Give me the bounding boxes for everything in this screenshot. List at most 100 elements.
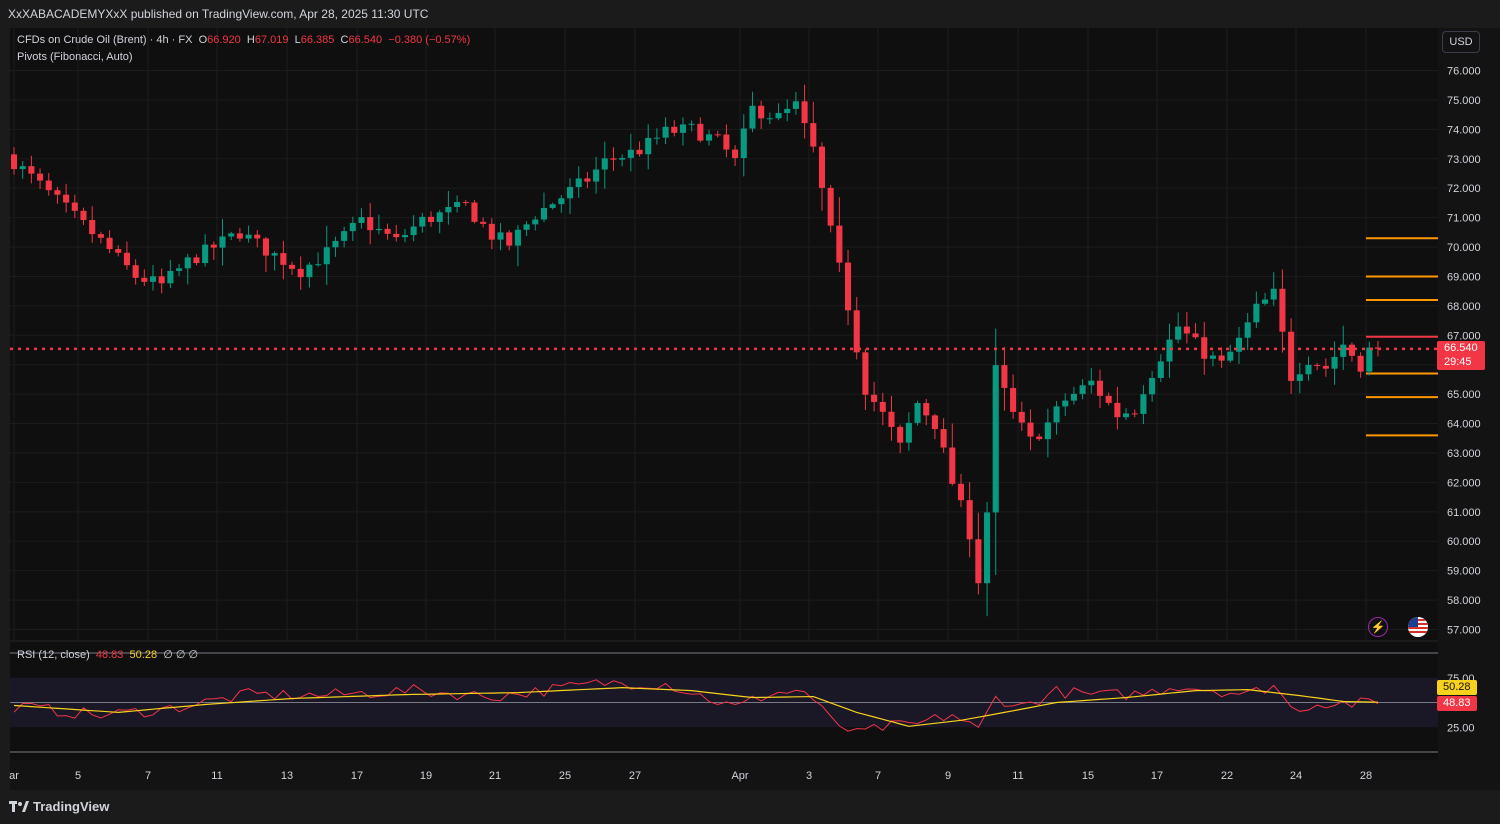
candle-body [879, 401, 886, 412]
candle-body [506, 232, 513, 246]
price-tick-label: 64.000 [1447, 419, 1481, 431]
candle-body [1088, 380, 1095, 386]
candle-body [984, 512, 991, 584]
price-tick-label: 68.000 [1447, 301, 1481, 313]
open-label: O [198, 34, 208, 46]
candle-body [176, 268, 183, 271]
price-tick-label: 65.000 [1447, 389, 1481, 401]
time-tick-label: 28 [1360, 770, 1372, 782]
candle-body [54, 190, 61, 195]
main-pane-background [10, 28, 1438, 640]
candle-body [1175, 326, 1182, 340]
candle-body [532, 219, 539, 225]
candle-body [1070, 393, 1077, 401]
candle-body [732, 149, 739, 159]
rsi-tick-label: 25.00 [1447, 722, 1475, 734]
price-tick-label: 62.000 [1447, 477, 1481, 489]
candle-body [1192, 333, 1199, 338]
rsi-legend-extra: ∅ ∅ ∅ [163, 649, 199, 661]
candle-body [236, 233, 243, 239]
candle-body [923, 403, 930, 416]
change-value: −0.380 (−0.57%) [388, 34, 471, 46]
time-tick-label: 19 [420, 770, 432, 782]
candle-body [45, 180, 52, 191]
candle-body [566, 187, 574, 199]
candle-body [427, 216, 435, 222]
candle-body [975, 539, 982, 584]
chart-area[interactable]: 76.000 75.000 74.000 73.000 72.000 71.000 70.0… [0, 0, 1500, 790]
candle-body [184, 257, 191, 269]
us-flag-icon[interactable] [1408, 617, 1428, 637]
candle-body [158, 276, 165, 284]
candle-body [141, 277, 148, 282]
candle-body [1331, 356, 1338, 369]
candle-body [1036, 436, 1043, 440]
time-tick-label: 13 [281, 770, 293, 782]
candle-body [132, 265, 139, 278]
candle-body [462, 202, 469, 204]
pivots-legend[interactable]: Pivots (Fibonacci, Auto) [17, 51, 133, 63]
candle-body [584, 178, 591, 182]
candle-body [792, 101, 799, 109]
rsi-ma-legend-value: 50.28 [129, 649, 158, 661]
candle-body [871, 394, 878, 402]
candle-body [827, 187, 834, 226]
candle-body [540, 207, 548, 220]
candle-body [1010, 387, 1017, 412]
candle-body [219, 236, 226, 248]
candle-body [749, 105, 756, 129]
rsi-title[interactable]: RSI (12, close) [17, 649, 90, 661]
candle-body [766, 118, 773, 120]
candle-body [758, 105, 765, 119]
candle-body [1270, 288, 1277, 300]
candle-body [1288, 331, 1295, 381]
price-tick-label: 73.000 [1447, 154, 1481, 166]
time-tick-label: 24 [1290, 770, 1302, 782]
candle-body [1053, 406, 1060, 423]
price-axis-background [1438, 28, 1500, 760]
candle-body [853, 310, 860, 353]
time-tick-label: 11 [211, 770, 222, 782]
candle-body [1123, 413, 1130, 418]
tradingview-logo[interactable]: TradingView [9, 799, 109, 814]
candle-body [210, 244, 217, 248]
price-tick-label: 60.000 [1447, 536, 1481, 548]
candle-body [1279, 288, 1286, 332]
candle-body [497, 232, 504, 240]
price-tick-label: 57.000 [1447, 625, 1481, 637]
candle-body [480, 221, 487, 224]
time-tick-label: ar [9, 770, 19, 782]
candle-body [454, 202, 461, 207]
candle-body [1027, 422, 1034, 437]
time-tick-label: Apr [731, 770, 748, 782]
logo-text: TradingView [33, 799, 110, 814]
symbol-name[interactable]: CFDs on Crude Oil (Brent) · 4h · FX [17, 34, 193, 46]
candle-body [1062, 400, 1069, 407]
candle-body [601, 158, 608, 170]
price-tick-label: 70.000 [1447, 242, 1481, 254]
candle-body [1079, 385, 1086, 394]
candle-body [697, 123, 704, 141]
candle-body [1218, 355, 1225, 361]
candle-body [957, 483, 965, 501]
us-flag-graphic [1408, 617, 1428, 637]
candle-body [1140, 394, 1147, 414]
candle-body [1357, 355, 1364, 372]
candle-body [627, 149, 634, 158]
currency-button[interactable]: USD [1442, 31, 1480, 53]
bar-countdown: 29:45 [1444, 356, 1472, 368]
rsi-line [13, 679, 1379, 732]
price-tick-label: 58.000 [1447, 595, 1481, 607]
candle-body [1183, 326, 1190, 334]
bottom-bar: TradingView [0, 790, 1500, 824]
candle-body [1366, 347, 1373, 372]
candle-body [1305, 364, 1312, 375]
candle-body [71, 202, 78, 211]
price-tick-label: 59.000 [1447, 566, 1481, 578]
open-value: 66.920 [207, 34, 241, 46]
candle-body [19, 166, 26, 170]
candle-body [662, 126, 669, 138]
flash-icon[interactable]: ⚡ [1368, 617, 1388, 637]
candle-body [193, 257, 200, 264]
candle-body [966, 500, 973, 540]
